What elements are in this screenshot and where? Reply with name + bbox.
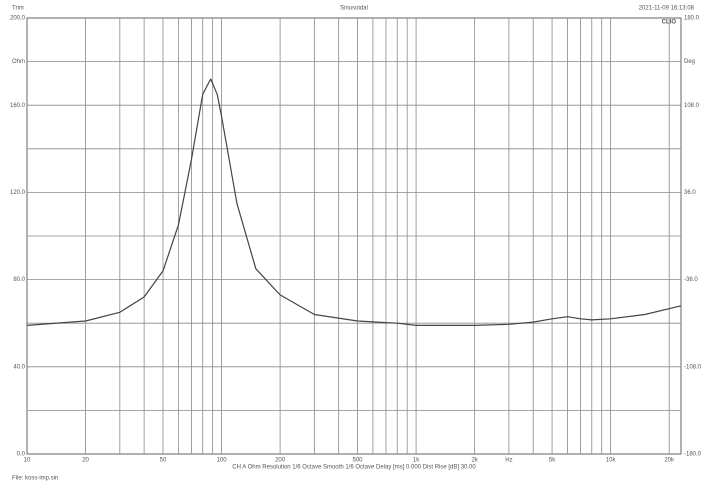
x-tick-label: Hz [505, 458, 512, 464]
timestamp: 2021-11-09 16:13:08 [639, 6, 695, 12]
y-tick-label: 0.0 [17, 452, 26, 458]
chart-title: Sinusoidal [340, 6, 368, 12]
x-tick-label: 20 [82, 458, 89, 464]
y-tick-label: 40.0 [13, 364, 25, 370]
footer-info: CH A Ohm Resolution 1/6 Octave Smooth 1/… [232, 465, 476, 471]
y2-tick-label: 180.0 [684, 16, 700, 22]
y-tick-label: 80.0 [13, 277, 25, 283]
y-tick-label: 200.0 [10, 16, 26, 22]
x-tick-label: 10 [24, 458, 31, 464]
x-tick-label: 200 [275, 458, 286, 464]
y2-tick-label: 108.0 [684, 103, 700, 109]
y-tick-label: 120.0 [10, 190, 26, 196]
x-tick-label: 2k [471, 458, 478, 464]
x-tick-label: 500 [353, 458, 364, 464]
y2-tick-label: -36.0 [684, 277, 698, 283]
y2-tick-label: -180.0 [684, 452, 702, 458]
y-tick-label: Ohm [12, 59, 25, 65]
y2-tick-label: -108.0 [684, 364, 702, 370]
y-tick-label: 160.0 [10, 103, 26, 109]
file-name: File: koss-imp.sin [12, 476, 58, 482]
y2-tick-label: 36.0 [684, 190, 696, 196]
x-tick-label: 10k [606, 458, 617, 464]
x-tick-label: 100 [217, 458, 228, 464]
impedance-curve [26, 78, 682, 326]
x-tick-label: 50 [160, 458, 167, 464]
x-tick-label: 20k [664, 458, 675, 464]
top-left-label: Trim [12, 6, 24, 12]
x-tick-label: 5k [549, 458, 556, 464]
x-tick-label: 1k [413, 458, 420, 464]
y2-tick-label: Deg [684, 59, 695, 65]
